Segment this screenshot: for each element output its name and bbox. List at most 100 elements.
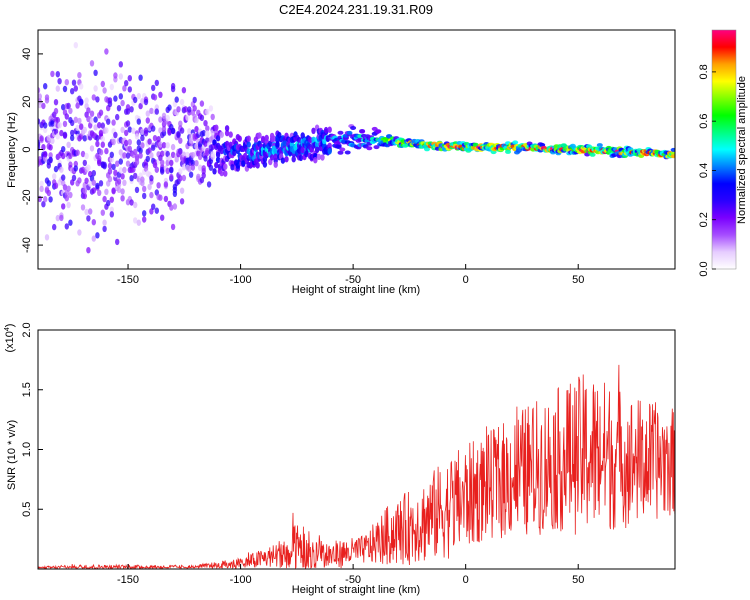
spectrogram-cell: [71, 174, 77, 182]
spectrogram-cell: [282, 140, 287, 147]
spectrogram-cell: [57, 122, 62, 129]
spectrogram-cell: [300, 146, 305, 154]
spectrogram-cell: [311, 127, 316, 134]
spectrogram-cell: [140, 128, 145, 135]
spectrogram-cell: [91, 187, 97, 194]
spectrogram-cell: [43, 196, 48, 203]
snr-multiplier-close: ): [4, 324, 16, 328]
spectrogram-cell: [316, 153, 322, 160]
spectrogram-cell: [136, 219, 141, 226]
spectrogram-cell: [201, 165, 206, 172]
x-tick-label: -100: [230, 574, 252, 586]
spectrogram-cell: [208, 164, 214, 171]
spectrogram-cell: [50, 70, 55, 78]
spectrogram-cell: [97, 189, 102, 196]
spectrogram-cell: [75, 102, 80, 109]
spectrogram-cell: [113, 131, 118, 139]
spectrogram-cell: [118, 73, 124, 80]
spectrogram-cell: [97, 122, 102, 129]
spectrogram-cell: [82, 192, 88, 200]
colorbar-tick-label: 0.4: [698, 163, 710, 178]
spectrogram-cell: [79, 98, 84, 105]
spectrogram-cell: [181, 174, 187, 182]
spectrogram-cell: [154, 166, 159, 173]
spectrogram-cell: [84, 177, 89, 184]
spectrogram-cell: [670, 154, 675, 159]
spectrogram-cell: [118, 93, 124, 100]
spectrogram-cell: [80, 204, 86, 211]
spectrogram-cell: [53, 107, 59, 115]
spectrogram-cell: [127, 126, 132, 133]
spectrogram-cell: [373, 145, 380, 150]
spectrogram-cell: [246, 141, 251, 148]
spectrogram-cell: [43, 126, 48, 133]
spectrogram-cell: [111, 188, 116, 195]
spectrogram-cell: [154, 207, 159, 214]
y-tick-label: 1.5: [21, 382, 33, 397]
x-tick-label: -50: [345, 274, 361, 286]
spectrogram-cell: [66, 141, 71, 148]
spectrogram-cell: [208, 105, 214, 112]
x-tick-label: 0: [463, 274, 469, 286]
x-tick-label: -100: [230, 274, 252, 286]
spectrogram-cell: [100, 135, 106, 143]
spectrogram-cell: [230, 164, 235, 171]
spectrogram-cell: [89, 60, 95, 67]
colorbar-ticks: 0.0 0.2 0.4 0.6 0.8: [698, 64, 716, 277]
spectrogram-cell: [359, 129, 366, 134]
spectrogram-cell: [262, 161, 268, 168]
spectrogram-cell: [82, 135, 88, 142]
spectrogram-cell: [165, 167, 170, 175]
spectrogram-cell: [53, 99, 59, 106]
spectrogram-cell: [82, 159, 88, 167]
spectrogram-cell: [596, 143, 603, 148]
spectrogram-cell: [95, 182, 100, 190]
spectrogram-cell: [311, 136, 316, 143]
spectrogram-cell: [41, 201, 46, 208]
spectrogram-cell: [116, 178, 122, 185]
spectrogram-y-axis-label: Frequency (Hz): [6, 112, 18, 188]
spectrogram-cell: [120, 188, 125, 195]
spectrogram-cell: [170, 151, 176, 158]
spectrogram-cell: [124, 129, 129, 137]
spectrogram-cell: [38, 141, 41, 148]
spectrogram-cell: [149, 191, 154, 199]
spectrogram-cell: [154, 79, 159, 87]
spectrogram-cell: [174, 96, 179, 103]
snr-multiplier-base: (x10: [4, 331, 16, 352]
spectrogram-cell: [43, 122, 48, 129]
spectrogram-cell: [215, 135, 221, 142]
spectrogram-cell: [215, 151, 221, 158]
spectrogram-cell: [246, 135, 251, 142]
y-tick-label: -20: [21, 189, 33, 205]
spectrogram-cell: [185, 114, 190, 121]
spectrogram-cell: [134, 158, 140, 166]
spectrogram-cell: [68, 107, 73, 115]
spectrogram-cell: [179, 98, 185, 106]
spectrogram-cell: [44, 234, 50, 241]
spectrogram-cell: [48, 152, 53, 159]
spectrogram-cell: [143, 130, 149, 137]
spectrogram-x-ticks: -150 -100 -50 0 50: [117, 264, 584, 286]
spectrogram-cell: [66, 201, 71, 209]
spectrogram-cell: [350, 126, 357, 130]
spectrogram-cell: [59, 129, 64, 137]
spectrogram-cell: [179, 127, 185, 134]
spectrogram-cell: [109, 83, 115, 91]
spectrogram-cell: [48, 196, 53, 203]
spectrogram-cell: [91, 170, 97, 177]
spectrogram-cell: [169, 167, 174, 174]
spectrogram-cell: [181, 87, 187, 94]
colorbar-tick-label: 0.8: [698, 64, 710, 79]
spectrogram-cell: [152, 161, 158, 168]
spectrogram-cell: [424, 147, 430, 152]
snr-series-line: [38, 364, 675, 569]
y-tick-label: 40: [21, 48, 33, 60]
spectrogram-cell: [172, 203, 178, 210]
x-tick-label: -150: [117, 574, 139, 586]
spectrogram-cell: [106, 199, 111, 207]
spectrogram-cell: [346, 130, 353, 135]
spectrogram-cell: [158, 194, 163, 201]
spectrogram-cell: [280, 157, 286, 164]
spectrogram-cell: [589, 152, 596, 157]
